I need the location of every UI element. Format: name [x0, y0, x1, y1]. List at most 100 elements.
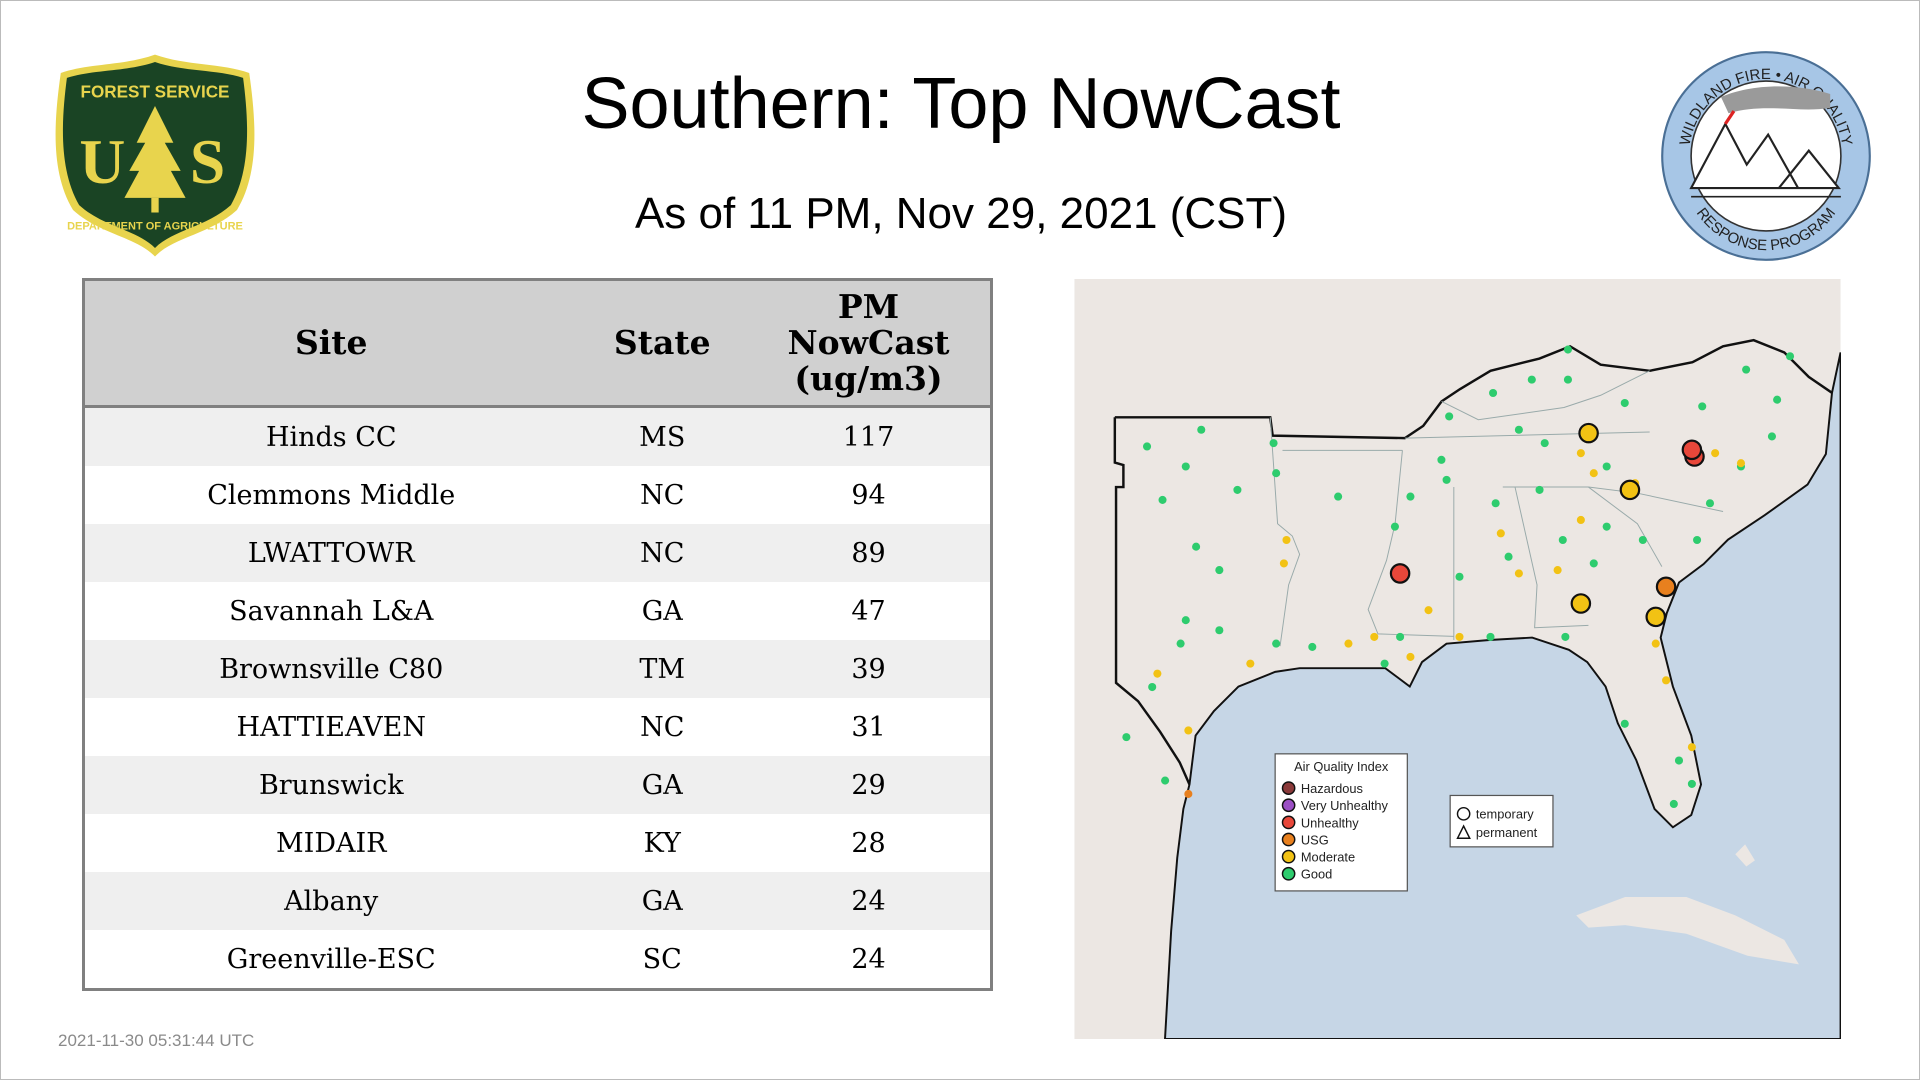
aqi-legend: Air Quality Index Hazardous Very Unhealth…	[1274, 753, 1408, 892]
site-marker-moderate[interactable]	[1514, 569, 1523, 578]
top-site-marker-unhealthy[interactable]	[1681, 439, 1703, 461]
nowcast-cell: 29	[747, 756, 992, 814]
site-marker-moderate[interactable]	[1711, 449, 1720, 458]
site-marker-good[interactable]	[1558, 535, 1567, 545]
site-marker-good[interactable]	[1176, 639, 1185, 648]
site-marker-good[interactable]	[1785, 352, 1795, 361]
site-marker-good[interactable]	[1561, 632, 1570, 641]
site-marker-good[interactable]	[1687, 779, 1696, 788]
site-marker-good[interactable]	[1272, 639, 1281, 648]
shape-legend: temporary permanent	[1449, 794, 1554, 848]
state-cell: GA	[577, 872, 748, 930]
site-marker-moderate[interactable]	[1455, 632, 1464, 641]
site-marker-good[interactable]	[1527, 375, 1536, 384]
site-marker-good[interactable]	[1380, 659, 1389, 668]
site-marker-good[interactable]	[1122, 733, 1131, 742]
site-marker-good[interactable]	[1396, 632, 1405, 641]
map-canvas: Air Quality Index Hazardous Very Unhealth…	[1074, 279, 1842, 1040]
site-marker-good[interactable]	[1442, 475, 1451, 484]
site-marker-moderate[interactable]	[1279, 559, 1288, 568]
site-marker-good[interactable]	[1445, 412, 1454, 421]
site-marker-good[interactable]	[1269, 439, 1278, 448]
site-marker-good[interactable]	[1390, 522, 1399, 531]
nowcast-cell: 89	[747, 524, 992, 582]
site-marker-good[interactable]	[1589, 559, 1598, 568]
top-site-marker-unhealthy[interactable]	[1389, 563, 1411, 584]
cuba-land	[1576, 897, 1799, 965]
site-cell: Greenville-ESC	[83, 930, 578, 990]
site-marker-good[interactable]	[1334, 492, 1343, 501]
site-marker-good[interactable]	[1233, 485, 1242, 494]
top-site-marker-usg[interactable]	[1655, 576, 1677, 598]
site-marker-good[interactable]	[1308, 642, 1317, 651]
site-marker-good[interactable]	[1504, 552, 1513, 561]
legend-swatch	[1281, 832, 1296, 847]
legend-swatch	[1281, 849, 1296, 864]
site-marker-moderate[interactable]	[1576, 515, 1585, 525]
site-marker-good[interactable]	[1486, 632, 1495, 641]
site-marker-good[interactable]	[1215, 626, 1224, 635]
site-marker-good[interactable]	[1455, 572, 1464, 581]
site-marker-good[interactable]	[1197, 425, 1206, 434]
table-header-row: Site State PM NowCast (ug/m3)	[83, 279, 992, 408]
site-marker-moderate[interactable]	[1246, 659, 1255, 668]
site-marker-moderate[interactable]	[1153, 669, 1162, 678]
site-marker-good[interactable]	[1489, 388, 1498, 398]
site-marker-good[interactable]	[1767, 432, 1776, 441]
site-marker-good[interactable]	[1693, 535, 1702, 545]
site-marker-good[interactable]	[1705, 499, 1715, 508]
site-marker-good[interactable]	[1272, 469, 1281, 478]
site-marker-moderate[interactable]	[1576, 449, 1585, 458]
site-marker-good[interactable]	[1437, 455, 1446, 464]
site-marker-good[interactable]	[1181, 616, 1190, 625]
site-marker-moderate[interactable]	[1406, 652, 1415, 661]
site-marker-good[interactable]	[1181, 462, 1190, 471]
site-marker-moderate[interactable]	[1651, 639, 1660, 648]
site-marker-good[interactable]	[1602, 522, 1611, 531]
site-marker-usg[interactable]	[1184, 789, 1193, 798]
site-marker-good[interactable]	[1514, 425, 1523, 434]
site-marker-good[interactable]	[1773, 395, 1782, 404]
legend-label: USG	[1301, 832, 1329, 847]
site-marker-moderate[interactable]	[1370, 632, 1379, 641]
site-marker-good[interactable]	[1158, 495, 1167, 504]
site-marker-moderate[interactable]	[1184, 726, 1193, 735]
site-marker-good[interactable]	[1742, 365, 1751, 374]
site-marker-good[interactable]	[1215, 566, 1224, 575]
site-marker-good[interactable]	[1674, 756, 1684, 765]
site-marker-moderate[interactable]	[1687, 743, 1696, 752]
site-marker-good[interactable]	[1638, 535, 1647, 545]
top-site-marker-moderate[interactable]	[1645, 606, 1667, 628]
site-marker-good[interactable]	[1142, 442, 1152, 451]
site-marker-moderate[interactable]	[1736, 459, 1746, 468]
site-marker-moderate[interactable]	[1424, 606, 1433, 615]
top-site-marker-moderate[interactable]	[1570, 593, 1592, 614]
site-marker-good[interactable]	[1602, 462, 1611, 471]
site-marker-moderate[interactable]	[1344, 639, 1353, 648]
site-marker-good[interactable]	[1669, 799, 1678, 809]
site-marker-good[interactable]	[1148, 682, 1157, 692]
site-marker-good[interactable]	[1161, 776, 1170, 785]
svg-text:FOREST SERVICE: FOREST SERVICE	[81, 82, 230, 101]
site-marker-moderate[interactable]	[1553, 566, 1562, 575]
site-marker-good[interactable]	[1698, 402, 1707, 411]
site-marker-good[interactable]	[1620, 719, 1629, 728]
site-marker-good[interactable]	[1535, 485, 1544, 494]
state-cell: GA	[577, 582, 748, 640]
site-marker-good[interactable]	[1620, 398, 1629, 408]
site-marker-good[interactable]	[1192, 542, 1201, 551]
site-marker-good[interactable]	[1563, 345, 1572, 354]
nowcast-cell: 39	[747, 640, 992, 698]
site-marker-good[interactable]	[1563, 375, 1572, 384]
top-site-marker-moderate[interactable]	[1578, 422, 1599, 444]
site-marker-moderate[interactable]	[1589, 469, 1598, 478]
site-cell: LWATTOWR	[83, 524, 578, 582]
top-site-marker-moderate[interactable]	[1619, 479, 1641, 501]
site-marker-good[interactable]	[1406, 492, 1415, 501]
site-marker-moderate[interactable]	[1662, 676, 1671, 685]
site-marker-good[interactable]	[1491, 499, 1500, 508]
site-marker-moderate[interactable]	[1496, 529, 1505, 538]
state-cell: NC	[577, 466, 748, 524]
site-marker-good[interactable]	[1540, 439, 1549, 448]
site-marker-moderate[interactable]	[1282, 535, 1291, 545]
